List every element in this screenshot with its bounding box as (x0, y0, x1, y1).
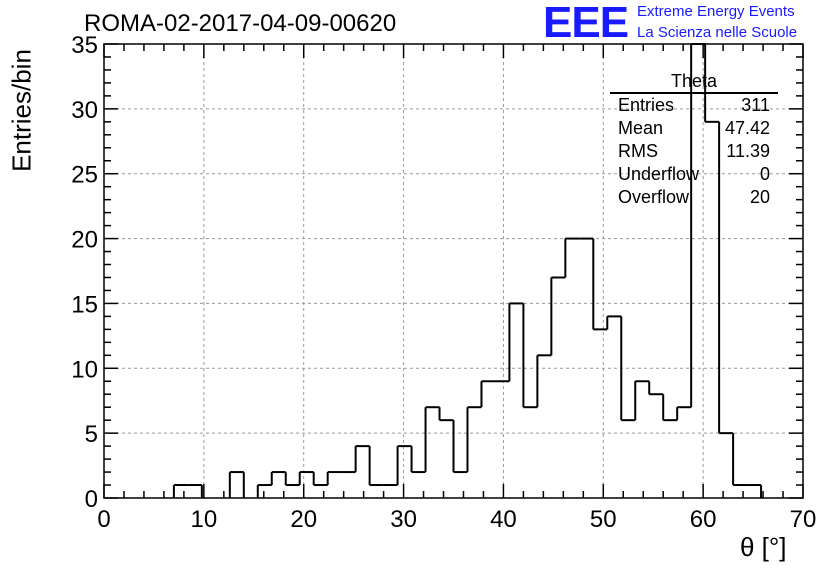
stats-box: Theta Entries 311 Mean 47.42 RMS 11.39 U… (610, 70, 778, 209)
x-tick-label: 10 (191, 506, 218, 533)
x-axis-label: θ [°] (740, 532, 787, 562)
stats-label: Underflow (618, 164, 700, 184)
y-tick-label: 10 (71, 356, 98, 383)
x-tick-label: 70 (790, 506, 817, 533)
stats-value: 0 (759, 164, 770, 184)
axis-ticks (103, 43, 804, 499)
plot-frame (103, 43, 804, 499)
x-tick-label: 20 (290, 506, 317, 533)
stats-label: Mean (618, 118, 664, 138)
stats-title: Theta (610, 70, 778, 94)
y-tick-label: 5 (85, 421, 98, 448)
x-tick-label: 30 (390, 506, 417, 533)
y-tick-label: 20 (71, 227, 98, 254)
x-tick-label: 60 (690, 506, 717, 533)
y-tick-label: 0 (85, 486, 98, 513)
stats-value: 20 (749, 187, 770, 207)
stats-value: 11.39 (726, 141, 770, 161)
stats-row: Mean 47.42 (610, 117, 778, 140)
y-tick-label: 35 (71, 32, 98, 59)
logo-line-1: Extreme Energy Events (637, 3, 795, 20)
eee-logo: EEE (543, 0, 629, 47)
plot-title: ROMA-02-2017-04-09-00620 (84, 10, 397, 37)
stats-row: Underflow 0 (610, 163, 778, 186)
stats-label: Overflow (618, 187, 690, 207)
tick-labels: 0 10 20 30 40 50 60 70 0 5 10 15 20 25 30 35 (71, 32, 816, 533)
stats-value: 47.42 (724, 118, 770, 138)
y-tick-label: 15 (71, 291, 98, 318)
stats-label: RMS (618, 141, 658, 161)
x-tick-label: 40 (490, 506, 517, 533)
y-tick-label: 30 (71, 97, 98, 124)
y-axis-label: Entries/bin (6, 49, 37, 172)
logo-line-2: La Scienza nelle Scuole (637, 24, 798, 41)
stats-row: Entries 311 (610, 94, 778, 117)
y-tick-label: 25 (71, 162, 98, 189)
stats-row: Overflow 20 (610, 186, 778, 209)
x-tick-label: 0 (97, 506, 110, 533)
stats-value: 311 (741, 95, 770, 115)
stats-label: Entries (618, 95, 675, 115)
grid-lines (104, 44, 803, 498)
stats-row: RMS 11.39 (610, 140, 778, 163)
x-tick-label: 50 (590, 506, 617, 533)
